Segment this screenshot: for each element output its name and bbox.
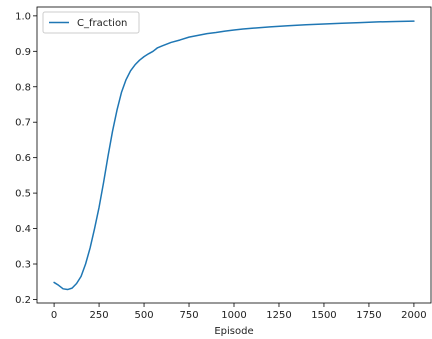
legend: C_fraction	[42, 11, 140, 34]
series-line-0	[53, 20, 415, 291]
y-tick-label: 0.7	[15, 118, 31, 129]
x-tick-label: 250	[90, 310, 109, 321]
x-tick-label: 2000	[401, 310, 426, 321]
y-tick-label: 0.8	[15, 82, 31, 93]
x-tick-label: 1500	[311, 310, 336, 321]
data-series-group	[53, 20, 415, 291]
x-tick-label: 1250	[266, 310, 291, 321]
plot-area	[37, 7, 431, 303]
plot-background	[37, 7, 431, 303]
y-tick-label: 1.0	[15, 11, 31, 22]
x-tick-label: 500	[134, 310, 153, 321]
x-tick-label: 750	[179, 310, 198, 321]
y-tick-label: 0.6	[15, 153, 31, 164]
y-tick-label: 0.3	[15, 260, 31, 271]
legend-label: C_fraction	[77, 18, 127, 29]
x-axis: 0 250 500 750 1000 1250 1500 1750 2000	[51, 303, 427, 321]
x-tick-label: 0	[51, 310, 57, 321]
x-axis-label: Episode	[214, 326, 253, 337]
x-tick-label: 1000	[221, 310, 246, 321]
y-tick-label: 0.5	[15, 189, 31, 200]
y-tick-label: 0.2	[15, 295, 31, 306]
legend-box	[42, 11, 140, 34]
y-axis: 0.2 0.3 0.4 0.5 0.6 0.7 0.8 0.9 1.0	[15, 11, 37, 306]
x-tick-label: 1750	[356, 310, 381, 321]
y-tick-label: 0.9	[15, 47, 31, 58]
y-tick-label: 0.4	[15, 224, 31, 235]
